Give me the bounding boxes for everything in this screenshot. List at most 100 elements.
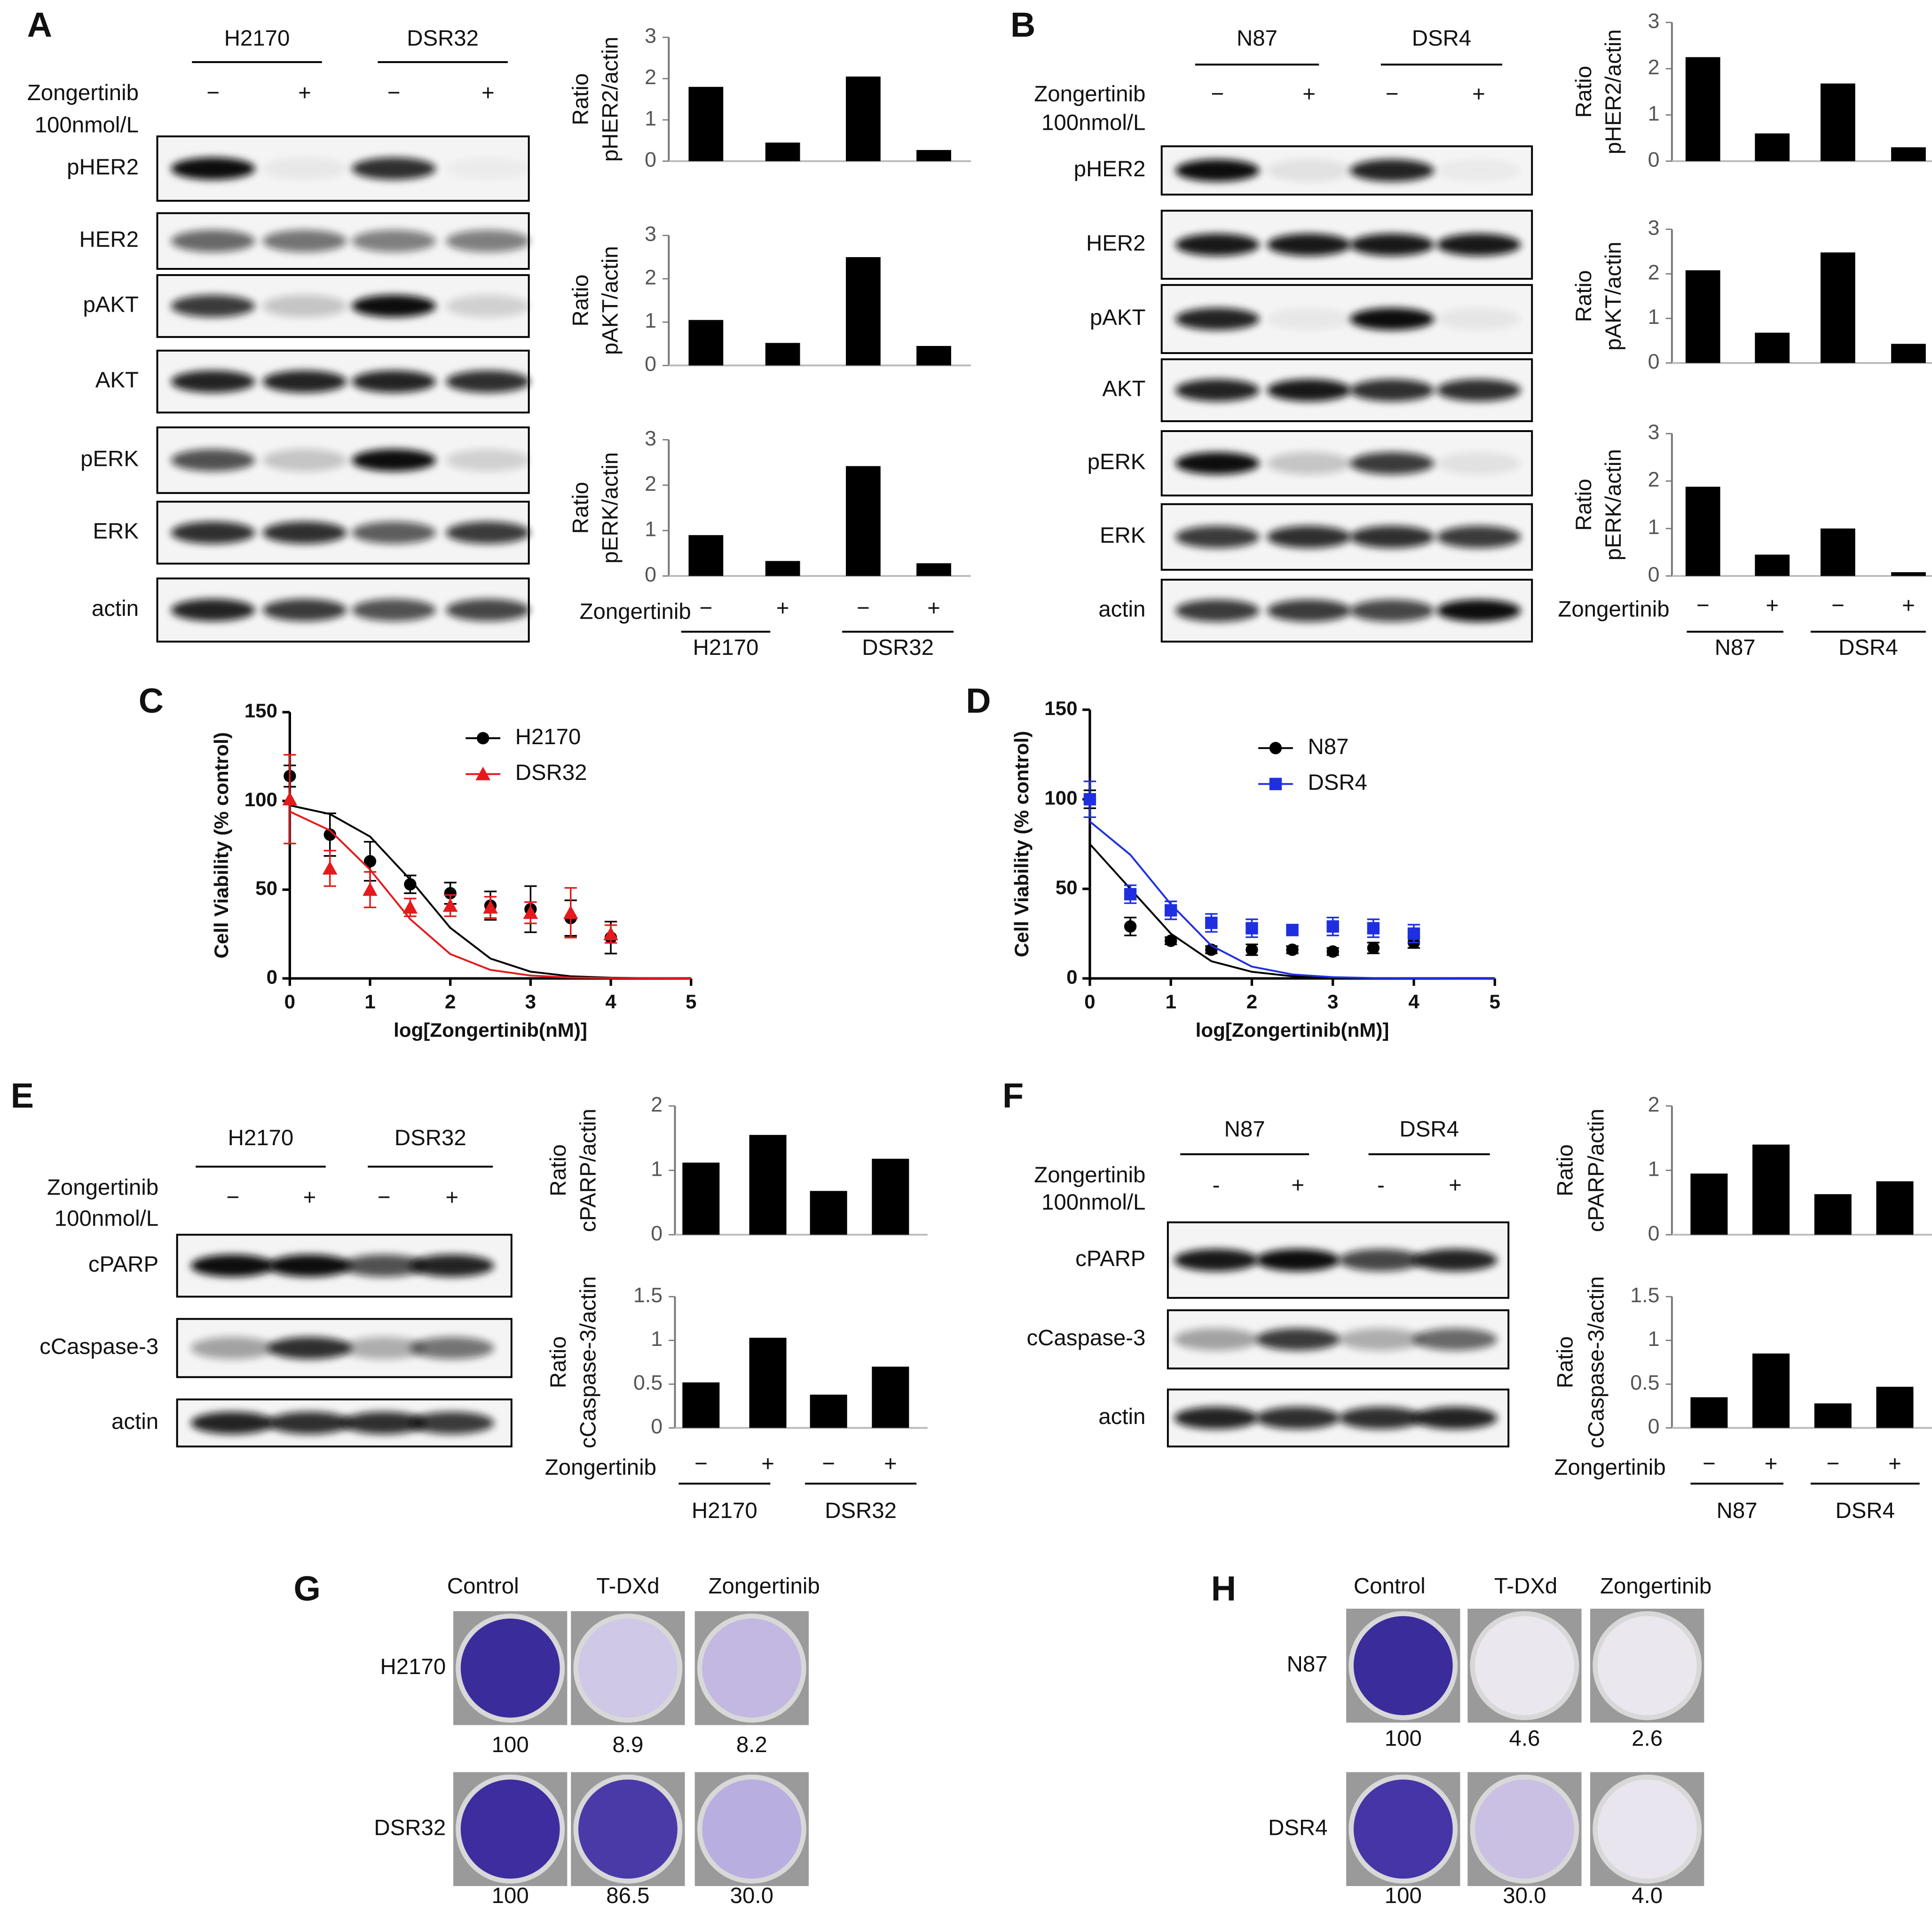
group-label: H2170 [692,1498,757,1523]
band [1267,307,1351,330]
well [1597,1616,1697,1715]
row-label: DSR32 [374,1815,446,1840]
band [1436,307,1521,330]
y-tick-label: 0 [1648,1415,1660,1438]
marker [1367,922,1380,935]
x-axis-label: Zongertinib [1554,1455,1666,1480]
y-axis-label: pERK/actin [598,452,623,564]
well [1353,1779,1453,1879]
band [262,449,347,472]
x-tick-label: 4 [1408,991,1419,1013]
band [267,1254,352,1277]
bar [810,1191,847,1235]
y-axis-label: Ratio [546,1144,571,1196]
band [262,598,347,621]
y-axis-label: cCaspase-3/actin [576,1276,600,1448]
band [171,521,255,544]
panel-letter: G [294,1569,321,1608]
marker [1407,927,1420,940]
treatment-sign: + [1472,82,1485,107]
legend-marker [477,732,489,745]
colony-value: 30.0 [730,1883,773,1908]
protein-label: pAKT [1090,305,1146,330]
y-tick-label: 2 [1648,55,1660,79]
colony-value: 30.0 [1503,1883,1546,1908]
bar [1755,332,1790,363]
y-tick-label: 0 [645,148,656,172]
panel-letter: E [11,1076,34,1115]
column-header: T-DXd [1494,1574,1557,1599]
y-tick-label: 0 [1066,966,1077,988]
band [446,598,530,621]
band [1267,526,1351,548]
x-tick-label: 3 [1327,991,1338,1013]
bar [1685,270,1720,363]
band [446,295,530,317]
bar [846,466,881,576]
band [1175,599,1260,622]
y-tick-label: 2 [1648,468,1660,491]
y-tick-label: 0 [651,1415,662,1438]
marker [404,878,417,891]
treatment-sign: − [1386,82,1399,107]
bar [1820,528,1855,576]
x-tick-label: − [822,1451,835,1476]
x-tick-label: + [1902,593,1915,618]
well [702,1779,802,1879]
x-tick-label: − [694,1451,708,1476]
band [410,1337,494,1360]
protein-label: ERK [93,519,139,544]
well [1475,1779,1574,1879]
y-axis-label: Ratio [1571,270,1596,322]
y-tick-label: 1 [1648,515,1660,539]
x-tick-label: − [1696,593,1710,618]
legend-marker [1269,742,1282,755]
band [1350,599,1435,622]
y-tick-label: 1 [1648,1327,1660,1351]
bar [1820,83,1855,161]
y-axis-label: Ratio [568,275,593,327]
group-label: DSR4 [1836,1498,1895,1523]
y-tick-label: 1 [1648,102,1660,125]
band [1339,1249,1423,1272]
marker [1246,922,1258,935]
y-tick-label: 3 [645,24,656,47]
panel-letter: A [27,5,52,44]
y-tick-label: 2 [645,266,656,289]
y-tick-label: 0 [267,966,277,988]
group-label: DSR32 [862,635,934,660]
colony-value: 100 [492,1883,529,1908]
marker [322,861,338,875]
y-tick-label: 150 [244,700,277,722]
bar [1891,147,1926,161]
x-tick-label: 4 [605,991,616,1013]
x-tick-label: − [857,596,870,621]
band [171,370,255,393]
y-tick-label: 0 [651,1221,662,1245]
band [410,1412,494,1434]
y-tick-label: 50 [1056,876,1078,898]
band [1174,1328,1259,1351]
marker [282,792,298,806]
band [1267,379,1351,401]
x-tick-label: + [1766,593,1779,618]
band [262,295,347,317]
x-tick-label: 1 [1165,991,1176,1013]
band [446,449,530,472]
well [578,1779,678,1879]
bar [846,257,881,366]
bar [872,1158,909,1235]
x-axis-label: Zongertinib [580,599,691,624]
panel-letter: D [966,681,991,720]
protein-label: HER2 [79,227,139,252]
band [262,229,347,252]
band [171,449,255,472]
cell-line-label: DSR4 [1412,26,1471,51]
band [1255,1407,1340,1429]
band [262,370,347,393]
band [1174,1249,1259,1272]
colony-value: 86.5 [606,1883,649,1908]
group-label: N87 [1717,1498,1758,1523]
marker [402,900,418,914]
marker [1083,793,1096,806]
